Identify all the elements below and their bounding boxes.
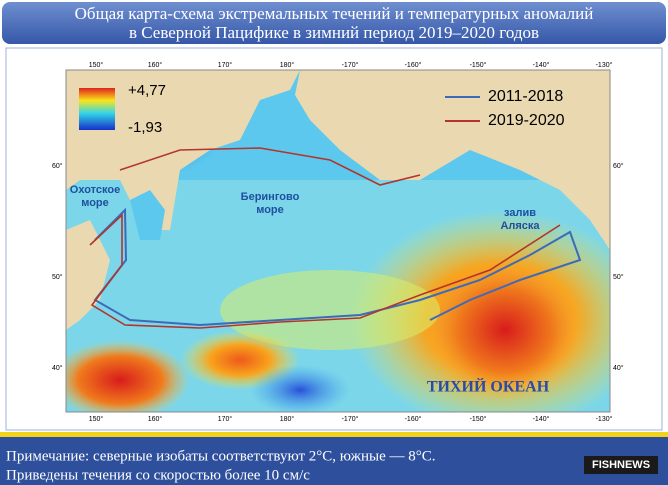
logo-box [584, 456, 658, 474]
frame [5, 47, 663, 431]
lon-tick: -140° [533, 61, 550, 69]
lon-tick: 180° [280, 61, 295, 69]
lat-tick: 50° [52, 273, 63, 281]
anomaly-cool [250, 365, 350, 412]
footer-stripe [0, 432, 668, 437]
legend-label: 2011-2018 [488, 88, 563, 105]
sea-label: Берингово [241, 191, 300, 203]
lon-tick: 170° [218, 415, 233, 423]
lon-tick: -140° [533, 415, 550, 423]
header-band [2, 2, 666, 44]
footer-band [0, 432, 668, 485]
footnote: Примечание: северные изобаты соответству… [6, 448, 436, 464]
lat-tick: 60° [52, 162, 63, 170]
lon-tick: 180° [280, 415, 295, 423]
isobath-2019-2020 [89, 147, 561, 329]
ocean-label: ТИХИЙ ОКЕАН [427, 377, 550, 396]
lat-tick: 60° [613, 162, 624, 170]
scale-min: -1,93 [128, 119, 162, 136]
lon-tick: 160° [148, 415, 163, 423]
lon-tick: 150° [89, 61, 104, 69]
scale-max: +4,77 [128, 82, 166, 99]
lon-tick: -150° [470, 415, 487, 423]
lon-tick: 160° [148, 61, 163, 69]
logo: FISHNEWS [592, 459, 650, 471]
map [66, 70, 610, 412]
lat-tick: 40° [52, 364, 63, 372]
land-america [295, 70, 610, 250]
footnote: Приведены течения со скоростью более 10 … [6, 467, 310, 483]
sea-label: море [256, 204, 284, 216]
anomaly-hot [425, 260, 585, 400]
sea-label: Охотское [70, 184, 120, 196]
title-line: Общая карта-схема экстремальных течений … [75, 4, 594, 23]
lon-tick: -150° [470, 61, 487, 69]
sea-label: Аляска [500, 220, 540, 232]
map-border [65, 69, 611, 413]
title-line: в Северной Пацифике в зимний период 2019… [129, 23, 539, 42]
lon-tick: 170° [218, 61, 233, 69]
lon-tick: -130° [596, 415, 613, 423]
legend-label: 2019-2020 [488, 112, 565, 129]
lon-tick: -170° [342, 415, 359, 423]
okhotsk-sea [130, 190, 165, 240]
anomaly-hot-west [66, 340, 190, 412]
lon-tick: -170° [342, 61, 359, 69]
sea-label: море [81, 197, 109, 209]
lon-tick: 150° [89, 415, 104, 423]
lon-tick: -160° [405, 61, 422, 69]
land-japan [66, 220, 110, 330]
lon-tick: -160° [405, 415, 422, 423]
color-scale [79, 88, 115, 130]
anomaly-mild [220, 270, 440, 350]
sea-label: залив [504, 207, 536, 219]
lon-tick: -130° [596, 61, 613, 69]
lat-tick: 50° [613, 273, 624, 281]
lat-tick: 40° [613, 364, 624, 372]
